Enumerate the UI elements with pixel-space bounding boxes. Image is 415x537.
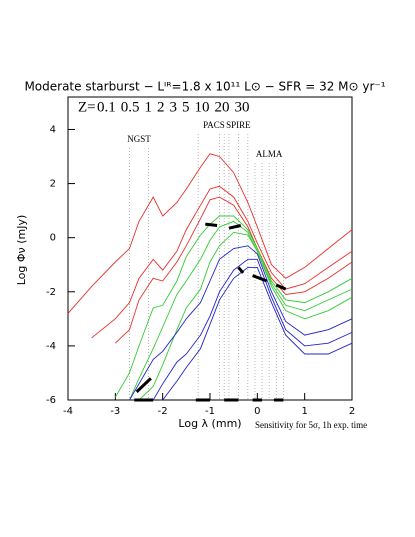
sensitivity-segment [252,274,268,283]
legend-entry: 1 [145,99,153,115]
series-line [114,215,353,398]
instrument-label: NGST [127,134,151,144]
sensitivity-segment [135,377,152,393]
plot-frame [67,96,353,401]
series-line [162,266,353,401]
sensitivity-segment [228,224,242,230]
x-tick-label: -1 [205,406,215,417]
y-tick-label: -2 [46,287,56,298]
instrument-label: ALMA [256,149,283,159]
y-tick-label: -6 [46,395,56,406]
legend-entry: 20 [215,99,230,115]
y-tick-label: 0 [50,233,56,244]
sensitivity-segment [275,283,287,291]
legend-entry: 0.5 [121,99,140,115]
legend-entry: 30 [235,99,250,115]
y-tick-label: 4 [50,124,56,135]
x-tick-label: -3 [110,406,120,417]
x-tick-label: 1 [301,406,307,417]
x-tick-label: 2 [349,406,355,417]
x-tick-label: 0 [254,406,260,417]
sensitivity-segment [237,266,245,274]
sensitivity-segment [205,222,218,227]
series-line [67,153,353,314]
series-line [129,245,353,401]
legend-entry: 0.1 [97,99,116,115]
legend-entry: 10 [195,99,210,115]
legend-entry: 3 [170,99,178,115]
y-axis-label: Log Φν (mJy) [15,215,28,286]
chart-title: Moderate starburst − Lᴵᴿ=1.8 x 10¹¹ L⊙ −… [24,80,385,94]
legend-entry: 2 [157,99,165,115]
sensitivity-label: Sensitivity for 5σ, 1h exp. time [255,420,367,430]
series-line [114,196,353,344]
series-line [91,185,353,339]
y-tick-label: 2 [50,179,56,190]
x-axis-label: Log λ (mm) [178,417,241,430]
instrument-label: SPIRE [226,120,251,130]
x-tick-label: -2 [158,406,168,417]
legend-prefix: Z= [78,99,96,115]
series-line [129,220,353,401]
x-tick-label: -4 [63,406,73,417]
legend-entry: 5 [182,99,190,115]
y-tick-label: -4 [46,341,56,352]
series-line [152,258,353,401]
series-line [138,231,353,401]
instrument-label: PACS [203,120,225,130]
